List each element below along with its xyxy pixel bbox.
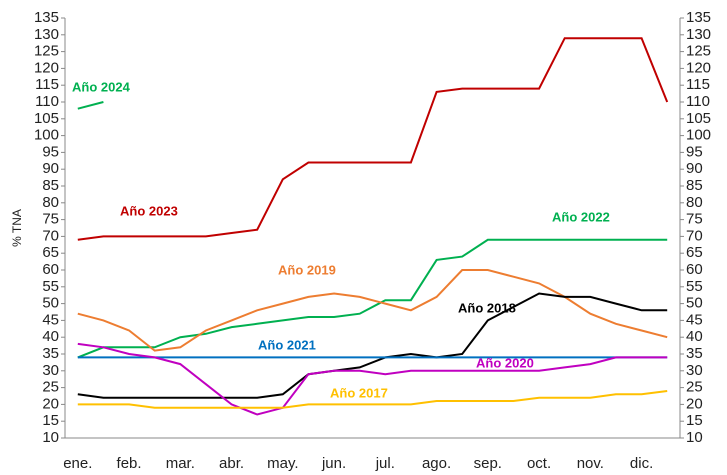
y-tick-label: 50 [42,295,59,312]
y2-tick-label: 110 [686,93,710,110]
y-tick-label: 25 [42,379,59,396]
x-tick-label: may. [267,455,298,472]
y-tick-label: 75 [42,211,59,228]
y2-tick-label: 20 [686,395,703,412]
series-label: Año 2021 [258,337,316,352]
series-line [77,342,668,416]
y2-tick-label: 95 [686,143,703,160]
y-tick-label: 20 [42,395,59,412]
y-tick-label: 125 [34,43,59,60]
y-tick-label: 10 [42,429,59,446]
y-tick-label: 60 [42,261,59,278]
y-tick-label: 100 [34,127,59,144]
y2-tick-label: 65 [686,244,703,261]
series-line [77,292,668,399]
x-tick-label: sep. [474,455,502,472]
x-tick-label: feb. [117,455,142,472]
y2-tick-label: 35 [686,345,703,362]
x-tick-label: jul. [375,455,395,472]
y2-tick-label: 40 [686,328,703,345]
y-tick-label: 85 [42,177,59,194]
series-line [77,390,668,409]
y-tick-label: 15 [42,412,59,429]
y-tick-label: 35 [42,345,59,362]
y-tick-label: 110 [35,93,59,110]
y-tick-label: 40 [42,328,59,345]
series-line [77,37,669,241]
y2-tick-label: 55 [686,278,703,295]
y2-tick-label: 25 [686,379,703,396]
series-label: Año 2017 [330,385,388,400]
y2-tick-label: 100 [686,127,711,144]
x-tick-label: ene. [63,455,92,472]
y2-tick-label: 30 [686,362,703,379]
y2-tick-label: 75 [686,211,703,228]
y-axis-label: % TNA [10,209,24,247]
y2-tick-label: 70 [686,227,703,244]
y-tick-label: 80 [42,194,59,211]
y-tick-label: 55 [42,278,59,295]
series-line [77,101,104,110]
y2-tick-label: 135 [686,9,711,26]
y-tick-label: 115 [35,76,59,93]
y-tick-label: 65 [42,244,59,261]
y2-tick-label: 80 [686,194,703,211]
series-line [77,238,668,359]
series-label: Año 2022 [552,209,610,224]
y-tick-label: 45 [42,311,59,328]
y-tick-label: 70 [42,227,59,244]
x-tick-label: nov. [577,455,604,472]
y2-tick-label: 15 [686,412,703,429]
series-label: Año 2019 [278,262,336,277]
y2-tick-label: 130 [686,26,711,43]
y2-tick-label: 115 [686,76,710,93]
y-tick-label: 130 [34,26,59,43]
x-tick-label: ago. [422,455,451,472]
series-label: Año 2023 [120,203,178,218]
series-label: Año 2020 [476,355,534,370]
y-tick-label: 105 [34,110,59,127]
y2-tick-label: 90 [686,160,703,177]
y-tick-label: 30 [42,362,59,379]
x-tick-label: dic. [630,455,653,472]
x-tick-label: mar. [166,455,195,472]
y-tick-label: 90 [42,160,59,177]
series-label: Año 2018 [458,300,516,315]
y2-tick-label: 45 [686,311,703,328]
y2-tick-label: 85 [686,177,703,194]
x-tick-label: abr. [219,455,244,472]
y2-tick-label: 125 [686,43,711,60]
y2-tick-label: 60 [686,261,703,278]
y-tick-label: 135 [34,9,59,26]
y2-tick-label: 10 [686,429,703,446]
x-tick-label: oct. [527,455,551,472]
y-tick-label: 120 [34,59,59,76]
series-label: Año 2024 [72,79,131,94]
y2-tick-label: 50 [686,295,703,312]
y2-tick-label: 120 [686,59,711,76]
y2-tick-label: 105 [686,110,711,127]
series-line [77,269,668,352]
y-tick-label: 95 [42,143,59,160]
x-tick-label: jun. [321,455,346,472]
